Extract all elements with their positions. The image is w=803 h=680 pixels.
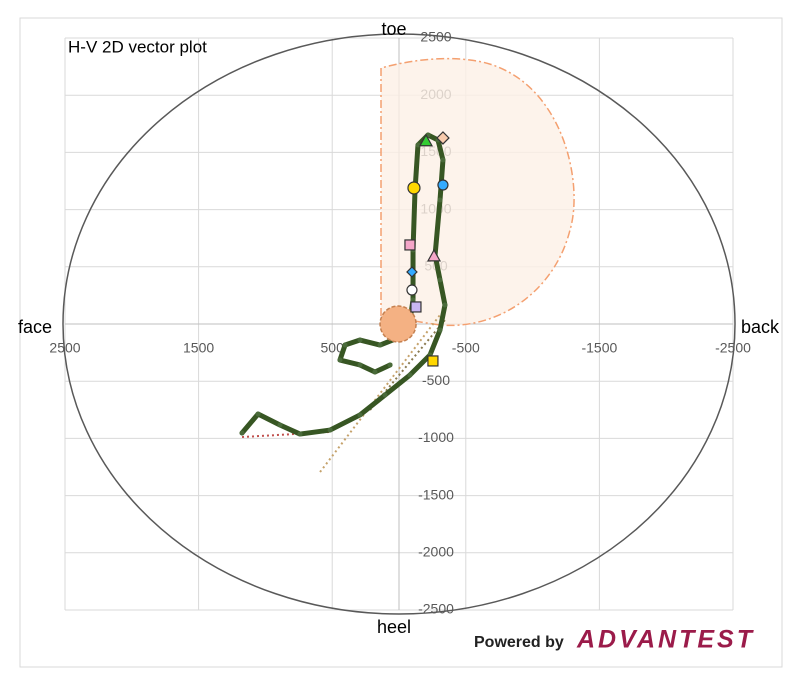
marker bbox=[406, 266, 418, 278]
marker bbox=[407, 181, 421, 195]
trajectory bbox=[239, 132, 448, 437]
y-tick-label: -500 bbox=[422, 372, 450, 388]
trajectory-point bbox=[342, 342, 348, 348]
trajectory-point bbox=[357, 412, 363, 418]
trajectory-point bbox=[437, 327, 443, 333]
chart-title: H-V 2D vector plot bbox=[68, 37, 207, 56]
trajectory-point bbox=[442, 302, 448, 308]
x-tick-label: -2500 bbox=[715, 340, 751, 356]
axis-label-bottom: heel bbox=[377, 617, 411, 637]
x-tick-label: 2500 bbox=[49, 340, 80, 356]
axis-label-right: back bbox=[741, 317, 780, 337]
trajectory-point bbox=[297, 431, 303, 437]
marker bbox=[418, 133, 434, 147]
trajectory-point bbox=[255, 411, 261, 417]
x-tick-label: 1500 bbox=[183, 340, 214, 356]
trajectory-point bbox=[382, 392, 388, 398]
x-tick-label: 500 bbox=[321, 340, 345, 356]
trajectory-point bbox=[327, 427, 333, 433]
axis-label-left: face bbox=[18, 317, 52, 337]
marker bbox=[427, 355, 439, 367]
trajectory-point bbox=[239, 430, 245, 436]
x-tick-label: -500 bbox=[452, 340, 480, 356]
marker bbox=[436, 131, 450, 145]
trajectory-point bbox=[337, 357, 343, 363]
marker bbox=[410, 301, 422, 313]
footer-brand: ADVANTEST bbox=[576, 626, 755, 654]
trajectory-point bbox=[277, 422, 283, 428]
trajectory-point bbox=[372, 369, 378, 375]
y-tick-label: -2000 bbox=[418, 544, 454, 560]
marker bbox=[404, 239, 416, 251]
marker bbox=[426, 248, 442, 262]
y-tick-label: -1000 bbox=[418, 429, 454, 445]
y-tick-label: -1500 bbox=[418, 486, 454, 502]
trajectory-point bbox=[440, 157, 446, 163]
marker bbox=[406, 284, 418, 296]
footer-prefix: Powered by bbox=[474, 634, 564, 651]
plot bbox=[239, 131, 450, 473]
trajectory-point bbox=[437, 197, 443, 203]
trajectory-point bbox=[377, 342, 383, 348]
trajectory-point bbox=[415, 142, 421, 148]
y-tick-label: 2500 bbox=[420, 29, 451, 45]
trajectory-point bbox=[407, 372, 413, 378]
trajectory-point bbox=[357, 362, 363, 368]
trajectory-point bbox=[437, 277, 443, 283]
axis-label-top: toe bbox=[381, 19, 406, 39]
x-tick-label: -1500 bbox=[581, 340, 617, 356]
boundary-ellipse bbox=[62, 33, 736, 615]
marker bbox=[437, 179, 449, 191]
trajectory-point bbox=[357, 337, 363, 343]
trajectory-point bbox=[410, 297, 416, 303]
y-tick-label: -2500 bbox=[418, 601, 454, 617]
trajectory-point bbox=[387, 362, 393, 368]
marker bbox=[379, 305, 417, 343]
